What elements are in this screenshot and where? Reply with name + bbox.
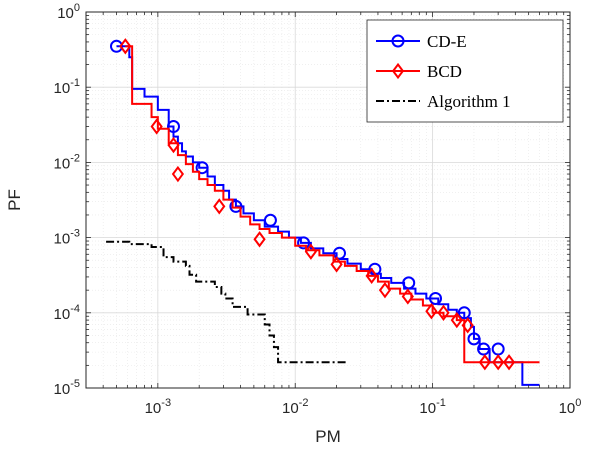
x-tick-label: 10-2 <box>282 397 308 417</box>
data-point-cd-e <box>297 236 311 250</box>
legend-item-bcd: BCD <box>376 62 462 81</box>
data-point-cd-e <box>477 342 491 356</box>
series-algorithm-1 <box>106 240 348 364</box>
x-axis-title: PM <box>315 427 341 446</box>
data-point-cd-e <box>109 39 123 53</box>
data-point-bcd <box>167 136 180 154</box>
data-point-bcd <box>150 118 163 135</box>
data-point-bcd <box>401 288 414 305</box>
data-point-cd-e <box>402 276 416 290</box>
series-bcd <box>119 38 540 371</box>
x-tick-label: 10-3 <box>145 397 171 417</box>
y-tick-label: 100 <box>57 2 80 22</box>
data-point-bcd <box>461 317 474 334</box>
data-point-bcd <box>450 311 463 329</box>
series-layer <box>106 38 540 386</box>
data-point-cd-e <box>195 161 209 175</box>
data-point-bcd <box>492 354 505 371</box>
legend-label-cd-e: CD-E <box>427 32 467 51</box>
plot-area-border <box>85 11 571 389</box>
y-tick-label: 10-2 <box>54 152 80 172</box>
legend-marker-cd-e <box>391 34 405 48</box>
x-tick-label: 10-1 <box>419 397 445 417</box>
y-tick-label: 10-5 <box>54 378 80 398</box>
y-tick-label: 10-1 <box>54 77 80 97</box>
data-point-cd-e <box>457 306 471 320</box>
data-point-bcd <box>365 267 378 285</box>
data-point-bcd <box>119 38 132 55</box>
data-point-bcd <box>330 256 343 273</box>
data-point-bcd <box>478 354 491 371</box>
data-point-cd-e <box>332 246 346 260</box>
legend-marker-bcd <box>391 62 405 80</box>
data-point-bcd <box>171 165 185 183</box>
data-point-bcd <box>437 304 450 321</box>
data-point-cd-e <box>263 213 277 227</box>
x-tick-labels: 10-3 10-2 10-1 100 <box>145 397 582 417</box>
data-point-bcd <box>502 354 516 371</box>
y-tick-label: 10-3 <box>54 228 80 248</box>
y-tick-labels: 10-5 10-4 10-3 10-2 10-1 100 <box>54 2 80 398</box>
legend-label-algorithm-1: Algorithm 1 <box>427 92 511 111</box>
x-tick-label: 100 <box>559 397 582 417</box>
data-point-cd-e <box>429 291 443 305</box>
legend: CD-E BCD Algorithm 1 <box>366 19 564 123</box>
data-point-cd-e <box>166 120 180 134</box>
axis-ticks <box>85 12 570 389</box>
series-line-algorithm-1 <box>106 240 348 364</box>
data-point-cd-e <box>467 332 481 346</box>
data-point-cd-e <box>229 199 243 213</box>
legend-item-algorithm-1: Algorithm 1 <box>376 92 511 111</box>
data-point-bcd <box>304 243 318 260</box>
data-point-bcd <box>213 198 226 215</box>
y-tick-label: 10-4 <box>54 303 80 323</box>
data-point-bcd <box>425 303 438 320</box>
legend-label-bcd: BCD <box>427 62 462 81</box>
data-point-bcd <box>378 281 392 299</box>
legend-item-cd-e: CD-E <box>376 32 467 51</box>
y-axis-title: PF <box>5 189 24 211</box>
data-point-bcd <box>253 231 266 248</box>
